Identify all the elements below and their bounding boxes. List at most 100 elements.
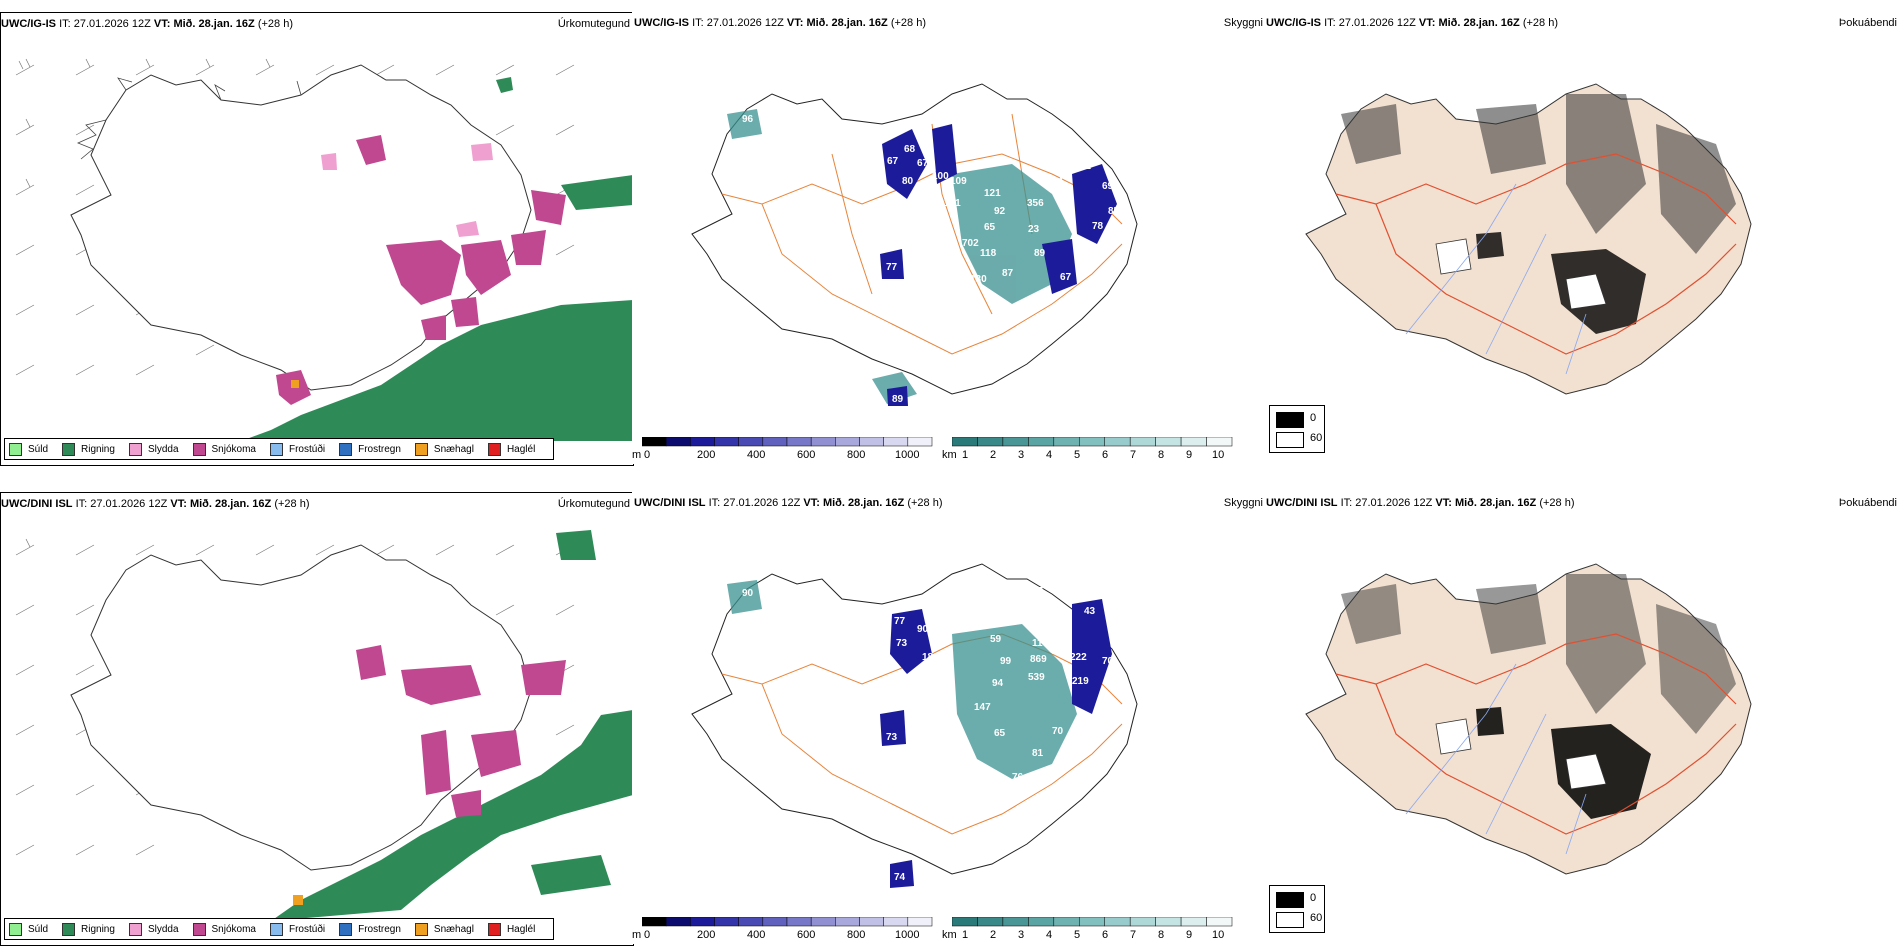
colorbar-tick: 7: [1130, 449, 1137, 461]
legend-swatch: [1276, 892, 1304, 908]
colorbar-strip: [952, 917, 1233, 927]
colorbar-tick: 8: [1158, 929, 1165, 941]
road: [1375, 683, 1737, 835]
legend-swatch: [192, 922, 206, 936]
legend-item: Haglél: [487, 922, 535, 936]
legend-swatch: [414, 922, 428, 936]
legend-swatch: [339, 442, 353, 456]
vis-value: 99: [1000, 656, 1012, 667]
road: [1335, 633, 1737, 705]
blue-area: [880, 249, 904, 279]
panel-header: UWC/DINI ISL IT: 27.01.2026 12Z VT: Mið.…: [634, 497, 1266, 513]
colorbar-cell: [1053, 437, 1080, 447]
glacier: [1435, 238, 1472, 275]
colorbar-tick: 0: [644, 449, 651, 461]
hail-spot: [293, 895, 303, 905]
colorbar-cell: [1053, 917, 1080, 927]
visibility-map: 90 77 73 90 180 97 197 132 118 43 81 59 …: [691, 563, 1138, 888]
colorbar-cell: [738, 917, 764, 927]
blue-area: [882, 129, 927, 199]
colorbar-tick: 1000: [895, 449, 920, 461]
legend-label: 60: [1310, 432, 1323, 444]
precip-panel-bottom: UWC/DINI ISL IT: 27.01.2026 12Z VT: Mið.…: [0, 492, 634, 946]
colorbar-tick: 6: [1102, 449, 1109, 461]
vis-value: 67: [887, 156, 899, 167]
colorbar-cell: [1028, 917, 1055, 927]
vis-value: 89: [1034, 248, 1046, 259]
colorbar-cell: [1155, 917, 1182, 927]
colorbar-cell: [1129, 437, 1156, 447]
init-time: 27.01.2026 12Z: [1355, 497, 1433, 509]
fog-legend: 0 60: [1269, 405, 1325, 453]
colorbar-tick: 3: [1018, 449, 1025, 461]
panel-header: UWC/IG-IS IT: 27.01.2026 12Z VT: Mið. 28…: [1266, 17, 1900, 33]
legend-swatch: [128, 922, 142, 936]
colorbar-cell: [714, 437, 739, 447]
vis-value: 67: [1060, 272, 1072, 283]
sleet-field: [321, 143, 493, 237]
precip-panel-top: UWC/IG-IS IT: 27.01.2026 12Z VT: Mið. 28…: [0, 12, 634, 466]
vis-value: 65: [984, 222, 996, 233]
snow-area: [451, 297, 479, 327]
snow-area: [386, 240, 461, 305]
vis-value: 94: [992, 678, 1004, 689]
glaciers: [1435, 718, 1607, 790]
glacier: [1565, 753, 1607, 790]
vis-value: 73: [896, 638, 908, 649]
colorbar-cell: [1002, 917, 1029, 927]
colorbar-cell: [810, 917, 836, 927]
colorbar-tick: 600: [797, 449, 816, 461]
legend-swatch: [414, 442, 428, 456]
vis-value: 121: [984, 188, 1001, 199]
legend-swatch: [62, 442, 76, 456]
valid-time: Mið. 28.jan. 16Z: [173, 18, 255, 30]
snow-area: [461, 240, 511, 295]
colorbar-cell: [1129, 917, 1156, 927]
vis-value: 73: [886, 732, 898, 743]
colorbar-unit: m: [632, 449, 642, 461]
rain-area: [561, 175, 633, 210]
teal-area: [952, 624, 1077, 779]
rain-field: [271, 530, 633, 921]
colorbar-cell: [1104, 917, 1131, 927]
panel-title: Úrkomutegund: [557, 18, 630, 30]
vis-value: 222: [1070, 652, 1087, 663]
panel-title: Þokuábendi: [1838, 17, 1897, 29]
colorbar-tick: 800: [847, 929, 866, 941]
vis-value: 125: [1030, 154, 1047, 165]
legend-swatch: [1276, 432, 1304, 448]
colorbar-cell: [1079, 437, 1105, 447]
colorbar-cells: [642, 437, 933, 447]
glacier: [1565, 273, 1607, 310]
colorbar-tick: 4: [1046, 929, 1053, 941]
vt-label: VT:: [786, 17, 804, 29]
colorbar-cell: [907, 437, 933, 447]
precip-legend: Súld Rigning Slydda Snjókoma Frostúði Fr…: [4, 918, 555, 940]
visibility-blue-field: [880, 599, 1112, 888]
colorbar-tick: 1: [962, 929, 969, 941]
legend-item: Snjókoma: [192, 442, 256, 456]
vt-label: VT:: [170, 498, 187, 510]
rain-area: [531, 855, 611, 895]
colorbar-cell: [883, 437, 909, 447]
vis-value: 94: [1017, 324, 1029, 335]
road: [1375, 203, 1737, 355]
colorbar-tick: 7: [1130, 929, 1137, 941]
colorbar-cell: [1155, 437, 1182, 447]
rain-field: [241, 77, 633, 441]
panel-header: UWC/IG-IS IT: 27.01.2026 12Z VT: Mið. 28…: [1, 18, 633, 34]
colorbar-cell: [642, 917, 667, 927]
legend-label: Rigning: [81, 923, 115, 935]
blue-area: [880, 710, 906, 746]
vis-value: 67: [917, 158, 929, 169]
colorbar-tick: 5: [1074, 929, 1081, 941]
colorbar-cell: [835, 437, 860, 447]
vis-value: 197: [1027, 606, 1044, 617]
snow-field: [356, 645, 566, 817]
model-name: UWC/IG-IS: [634, 17, 689, 29]
colorbar-cell: [1002, 437, 1029, 447]
glaciers: [1435, 238, 1607, 310]
colorbar-tick: 1: [962, 449, 969, 461]
model-name: UWC/IG-IS: [1266, 17, 1321, 29]
blue-area: [1072, 599, 1112, 714]
